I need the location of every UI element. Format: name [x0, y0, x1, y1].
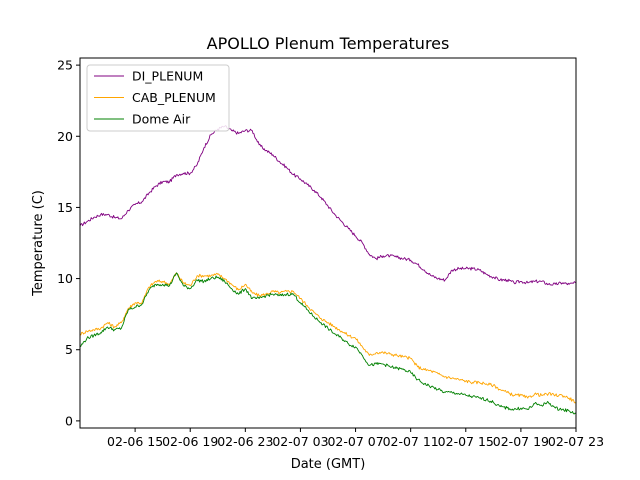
legend-box: [86, 64, 230, 132]
y-tick-label: 0: [65, 413, 73, 428]
legend-label: DI_PLENUM: [132, 69, 203, 84]
x-tick-label: 02-07 23: [548, 434, 604, 449]
legend-label: Dome Air: [132, 112, 191, 127]
series-layer: [79, 125, 577, 415]
y-tick-label: 15: [57, 200, 73, 215]
x-tick-label: 02-06 15: [107, 434, 163, 449]
y-tick-label: 10: [57, 271, 73, 286]
x-tick-label: 02-07 03: [272, 434, 328, 449]
series-line-dome-air: [79, 272, 577, 415]
plot-frame: [79, 57, 577, 429]
x-tick-label: 02-07 19: [493, 434, 549, 449]
x-axis-label: Date (GMT): [291, 457, 366, 472]
x-tick-label: 02-06 23: [217, 434, 273, 449]
y-tick-label: 20: [57, 129, 73, 144]
y-tick-label: 25: [57, 58, 73, 73]
x-tick-label: 02-06 19: [162, 434, 218, 449]
y-tick-label: 5: [65, 342, 73, 357]
y-axis-label: Temperature (C): [31, 190, 46, 297]
axes-frame: [79, 57, 577, 429]
x-tick-label: 02-07 15: [438, 434, 494, 449]
y-axis-ticks: 0 5 10 15 20 25: [57, 58, 80, 428]
x-tick-label: 02-07 11: [383, 434, 439, 449]
x-tick-label: 02-07 07: [327, 434, 383, 449]
series-line-di-plenum: [79, 125, 577, 286]
series-line-cab-plenum: [79, 272, 577, 404]
chart-title: APOLLO Plenum Temperatures: [207, 34, 450, 53]
legend-label: CAB_PLENUM: [132, 90, 216, 105]
legend: DI_PLENUM CAB_PLENUM Dome Air: [86, 64, 230, 132]
